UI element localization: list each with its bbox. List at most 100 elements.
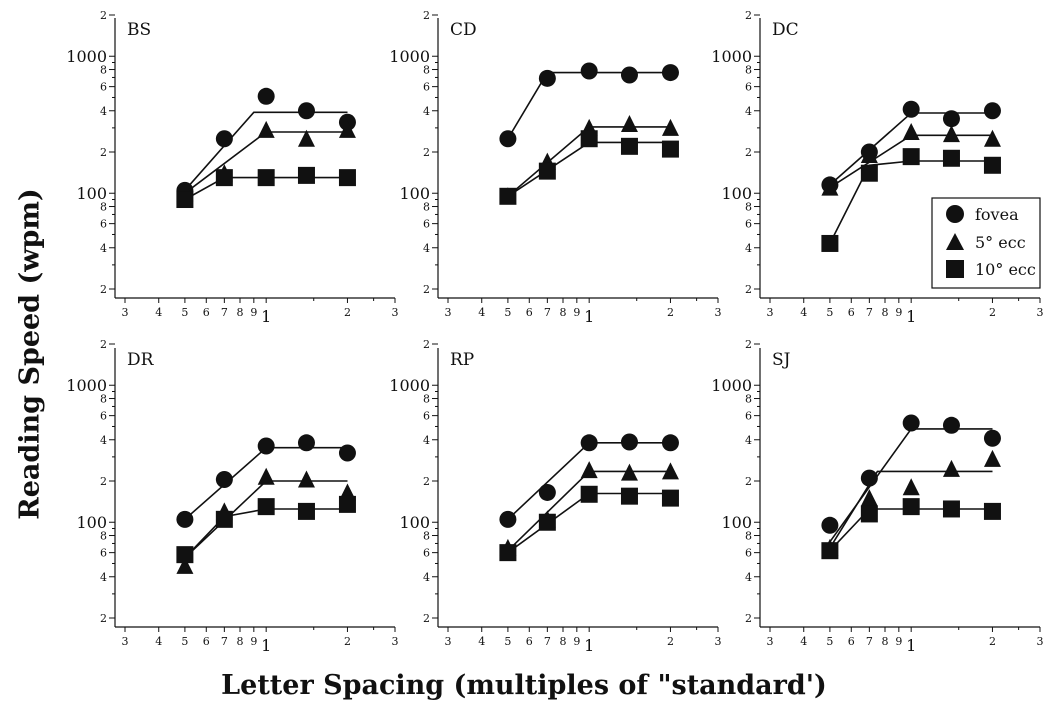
series-fovea xyxy=(821,100,1001,194)
data-point-square xyxy=(661,489,679,507)
data-point-circle xyxy=(538,483,556,501)
series-fovea xyxy=(821,414,1001,543)
data-point-square xyxy=(620,487,638,505)
y-tick-label: 2 xyxy=(423,338,430,351)
x-tick-label: 8 xyxy=(560,635,567,648)
data-point-square xyxy=(215,510,233,528)
series-10-ecc xyxy=(499,130,679,205)
data-point-square xyxy=(257,169,275,187)
data-point-triangle xyxy=(902,478,920,496)
x-tick-label: 1 xyxy=(584,307,594,326)
data-point-circle xyxy=(538,69,556,87)
series-5-ecc xyxy=(499,115,679,205)
data-point-square xyxy=(942,500,960,518)
x-tick-label: 9 xyxy=(250,635,257,648)
x-tick-label: 5 xyxy=(504,306,511,319)
x-tick-label: 8 xyxy=(882,306,889,319)
data-point-circle xyxy=(942,416,960,434)
x-tick-label: 4 xyxy=(478,635,485,648)
data-point-circle xyxy=(902,100,920,118)
data-point-circle xyxy=(580,434,598,452)
y-tick-label: 1000 xyxy=(66,376,107,395)
y-tick-label: 1000 xyxy=(711,47,752,66)
data-point-circle xyxy=(620,66,638,84)
y-tick-label: 8 xyxy=(100,393,107,406)
data-point-circle xyxy=(821,516,839,534)
y-tick-label: 8 xyxy=(423,201,430,214)
y-tick-label: 2 xyxy=(100,338,107,351)
legend-marker-circle xyxy=(946,205,964,223)
panel-title: DR xyxy=(127,350,155,370)
x-tick-label: 1 xyxy=(906,307,916,326)
legend-marker-square xyxy=(946,260,964,278)
series-5-ecc xyxy=(499,461,679,556)
data-point-circle xyxy=(620,433,638,451)
y-tick-label: 6 xyxy=(100,547,107,560)
x-tick-label: 7 xyxy=(544,635,551,648)
x-tick-label: 2 xyxy=(344,306,351,319)
series-fovea xyxy=(499,433,679,528)
data-point-triangle xyxy=(620,463,638,481)
y-tick-label: 2 xyxy=(745,283,752,296)
x-tick-label: 8 xyxy=(237,306,244,319)
x-tick-label: 4 xyxy=(155,635,162,648)
y-tick-label: 100 xyxy=(76,184,107,203)
x-tick-label: 6 xyxy=(526,306,533,319)
y-tick-label: 4 xyxy=(745,242,752,255)
data-point-circle xyxy=(338,444,356,462)
y-tick-label: 4 xyxy=(423,242,430,255)
data-point-square xyxy=(983,156,1001,174)
legend-label: 5° ecc xyxy=(975,233,1026,252)
y-tick-label: 8 xyxy=(423,530,430,543)
x-tick-label: 4 xyxy=(800,635,807,648)
data-point-circle xyxy=(983,102,1001,120)
x-tick-label: 6 xyxy=(848,635,855,648)
y-tick-label: 2 xyxy=(745,146,752,159)
fit-line xyxy=(184,480,348,559)
x-tick-label: 3 xyxy=(715,635,722,648)
data-point-square xyxy=(176,191,194,209)
panel-title: BS xyxy=(127,20,151,40)
panel-title: CD xyxy=(450,20,477,40)
fit-line xyxy=(829,508,993,552)
x-tick-label: 6 xyxy=(848,306,855,319)
data-point-circle xyxy=(902,414,920,432)
panel-title: DC xyxy=(772,20,799,40)
data-point-triangle xyxy=(983,449,1001,467)
y-tick-label: 8 xyxy=(745,201,752,214)
fit-line xyxy=(184,111,348,191)
data-point-triangle xyxy=(297,470,315,488)
data-point-triangle xyxy=(338,120,356,138)
y-tick-label: 6 xyxy=(100,81,107,94)
data-point-square xyxy=(860,164,878,182)
x-tick-label: 8 xyxy=(237,635,244,648)
data-point-square xyxy=(538,513,556,531)
data-point-circle xyxy=(580,62,598,80)
y-tick-label: 4 xyxy=(745,571,752,584)
x-tick-label: 5 xyxy=(504,635,511,648)
x-tick-label: 3 xyxy=(122,635,129,648)
y-tick-label: 6 xyxy=(423,81,430,94)
x-tick-label: 2 xyxy=(667,306,674,319)
data-point-circle xyxy=(215,130,233,148)
y-tick-label: 100 xyxy=(399,513,430,532)
y-tick-label: 8 xyxy=(100,64,107,77)
y-tick-label: 4 xyxy=(100,105,107,118)
y-tick-label: 8 xyxy=(745,393,752,406)
data-point-triangle xyxy=(661,462,679,480)
data-point-triangle xyxy=(176,556,194,574)
data-point-square xyxy=(580,485,598,503)
series-5-ecc xyxy=(176,467,356,574)
y-tick-label: 8 xyxy=(423,393,430,406)
y-tick-label: 6 xyxy=(100,410,107,423)
data-point-square xyxy=(338,169,356,187)
x-tick-label: 1 xyxy=(261,307,271,326)
data-point-square xyxy=(860,505,878,523)
y-tick-label: 2 xyxy=(423,612,430,625)
data-point-triangle xyxy=(257,120,275,138)
data-point-square xyxy=(902,498,920,516)
series-10-ecc xyxy=(176,495,356,564)
